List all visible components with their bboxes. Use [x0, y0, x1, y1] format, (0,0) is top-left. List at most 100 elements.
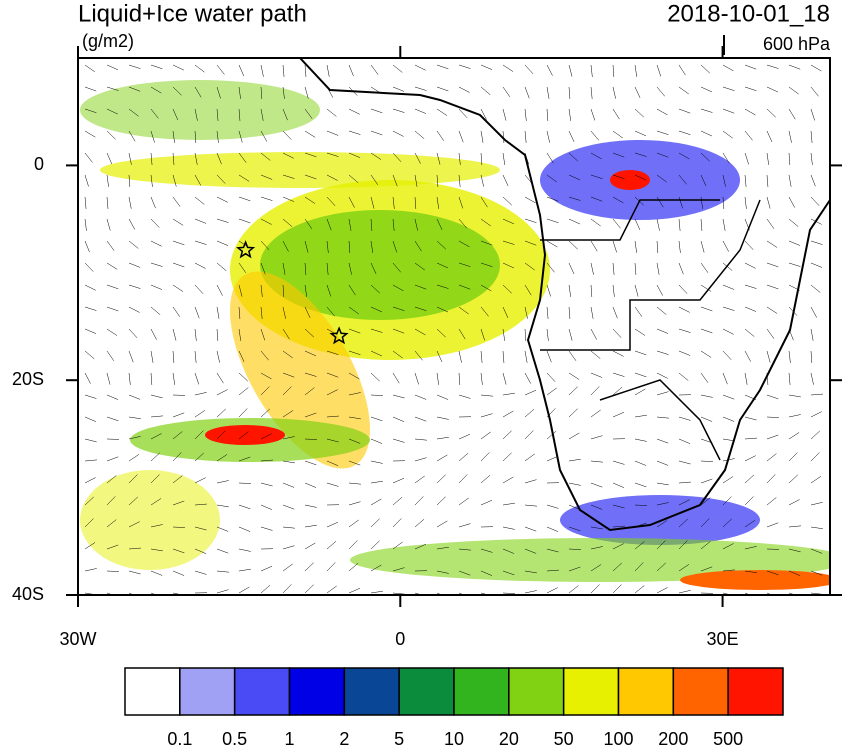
- wind-barb: [128, 394, 141, 400]
- wind-barb: [524, 548, 537, 554]
- wind-barb: [282, 504, 295, 510]
- wind-barb: [458, 218, 467, 229]
- wind-barb: [678, 438, 691, 444]
- wind-barb: [612, 86, 616, 99]
- wind-barb: [370, 218, 373, 231]
- wind-barb: [744, 262, 756, 269]
- wind-barb: [590, 584, 600, 594]
- wind-barb: [84, 542, 96, 550]
- wind-barb: [194, 240, 207, 245]
- wind-barb: [326, 350, 339, 355]
- wind-barb: [744, 152, 749, 165]
- colorbar-label: 100: [603, 729, 633, 749]
- wind-barb: [546, 387, 557, 396]
- wind-barb: [84, 394, 97, 399]
- wind-barb: [414, 328, 426, 336]
- wind-barb: [568, 350, 577, 361]
- wind-barb: [656, 262, 660, 275]
- wind-barb: [678, 460, 691, 465]
- wind-barb: [634, 585, 645, 594]
- wind-barb: [766, 474, 776, 484]
- wind-barb: [194, 152, 198, 165]
- wind-barb: [128, 521, 140, 528]
- wind-barb: [788, 499, 800, 506]
- wind-barb: [260, 386, 270, 396]
- wind-barb: [788, 64, 801, 70]
- wind-barb: [106, 416, 119, 422]
- wind-barb: [260, 196, 273, 201]
- wind-barb: [612, 525, 625, 528]
- wind-barb: [656, 218, 660, 231]
- colorbar-box: [562, 667, 620, 716]
- wind-barb: [766, 416, 779, 418]
- wind-barbs: [84, 64, 823, 595]
- wind-barb: [546, 240, 558, 248]
- wind-barb: [260, 64, 264, 77]
- wind-barb: [458, 474, 468, 484]
- wind-barb: [524, 570, 537, 574]
- wind-barb: [84, 64, 95, 73]
- wind-barb: [172, 262, 185, 268]
- wind-barb: [458, 350, 462, 363]
- wind-barb: [106, 262, 118, 270]
- wind-barb: [568, 86, 571, 99]
- wind-barb: [194, 526, 207, 531]
- wind-barb: [128, 372, 131, 385]
- wind-barb: [744, 174, 747, 187]
- wind-barb: [370, 372, 380, 382]
- wind-barb: [568, 174, 581, 181]
- cloud: [80, 470, 220, 570]
- wind-barb: [304, 524, 317, 528]
- wind-barb: [656, 64, 662, 77]
- wind-barb: [546, 262, 555, 273]
- wind-barb: [414, 475, 425, 484]
- wind-barb: [634, 522, 647, 528]
- wind-barb: [612, 262, 615, 275]
- wind-barb: [216, 589, 229, 594]
- wind-barb: [326, 306, 335, 317]
- wind-barb: [656, 520, 668, 528]
- wind-barb: [414, 218, 418, 231]
- wind-barb: [700, 284, 712, 292]
- wind-barb: [128, 262, 141, 268]
- wind-barb: [546, 328, 549, 341]
- wind-barb: [414, 496, 424, 506]
- wind-barb: [546, 108, 549, 121]
- colorbar-label: 200: [658, 729, 688, 749]
- wind-barb: [722, 218, 726, 231]
- wind-barb: [700, 541, 711, 550]
- date: 2018-10-01_18: [667, 0, 830, 27]
- wind-barb: [326, 174, 338, 181]
- wind-barb: [282, 262, 286, 275]
- colorbar-label: 2: [339, 729, 349, 749]
- wind-barb: [458, 64, 471, 69]
- wind-barb: [524, 64, 534, 75]
- wind-barb: [722, 543, 734, 550]
- wind-barb: [414, 64, 426, 71]
- wind-barb: [414, 416, 427, 422]
- wind-barb: [326, 218, 332, 231]
- wind-barb: [238, 456, 251, 462]
- wind-barb: [348, 416, 361, 420]
- wind-barb: [216, 454, 228, 462]
- wind-barb: [722, 328, 734, 335]
- wind-barb: [84, 130, 96, 138]
- wind-barb: [348, 108, 360, 115]
- wind-barb: [788, 86, 799, 95]
- wind-barb: [414, 518, 425, 528]
- wind-barb: [656, 152, 669, 158]
- wind-barb: [392, 477, 405, 484]
- wind-barb: [810, 372, 814, 385]
- wind-barb: [634, 388, 646, 396]
- wind-barb: [84, 477, 96, 484]
- wind-barb: [524, 240, 537, 246]
- wind-barb: [150, 108, 159, 119]
- wind-barb: [744, 546, 757, 550]
- wind-barb: [502, 196, 512, 206]
- wind-barb: [282, 284, 285, 297]
- wind-barb: [414, 262, 425, 271]
- wind-barb: [436, 174, 439, 187]
- wind-barb: [392, 174, 398, 187]
- wind-barb: [370, 540, 380, 550]
- wind-barb: [392, 541, 403, 550]
